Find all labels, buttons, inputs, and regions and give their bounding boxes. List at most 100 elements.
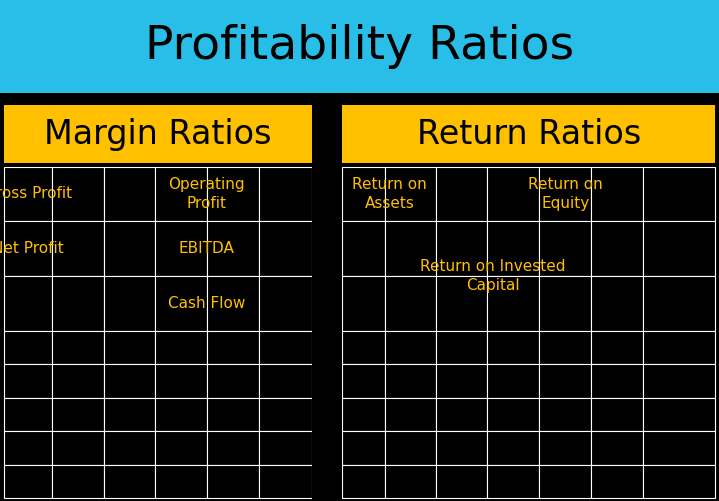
Bar (643, 276, 715, 331)
Bar (342, 431, 385, 465)
Bar (104, 331, 155, 364)
Bar (385, 331, 436, 364)
Bar (104, 431, 155, 465)
Bar (539, 331, 591, 364)
Bar (52, 331, 104, 364)
Bar (643, 398, 715, 431)
Bar (385, 166, 436, 221)
Bar (4, 465, 52, 498)
Bar (487, 465, 539, 498)
Bar (259, 276, 312, 331)
Bar (539, 431, 591, 465)
Text: Profitability Ratios: Profitability Ratios (145, 24, 574, 69)
Bar (436, 276, 487, 331)
Bar (487, 431, 539, 465)
Bar (487, 221, 539, 276)
Text: Return Ratios: Return Ratios (417, 118, 641, 150)
Bar (259, 331, 312, 364)
Bar (591, 166, 643, 221)
Bar (342, 364, 385, 398)
Bar (591, 276, 643, 331)
Text: Cash Flow: Cash Flow (168, 296, 245, 311)
Bar (104, 398, 155, 431)
Bar (155, 331, 207, 364)
Bar (591, 465, 643, 498)
Bar (4, 105, 312, 163)
Text: Operating
Profit: Operating Profit (168, 177, 245, 211)
Bar (385, 276, 436, 331)
Bar (4, 398, 52, 431)
Bar (539, 166, 591, 221)
Bar (643, 465, 715, 498)
Bar (52, 431, 104, 465)
Bar (487, 276, 539, 331)
Bar (4, 276, 52, 331)
Bar (52, 166, 104, 221)
Bar (4, 221, 52, 276)
Bar (155, 166, 207, 221)
Bar (342, 331, 385, 364)
Text: Margin Ratios: Margin Ratios (44, 118, 272, 150)
Bar (342, 166, 385, 221)
Bar (436, 221, 487, 276)
Bar (207, 398, 259, 431)
Bar (259, 166, 312, 221)
Text: Gross Profit: Gross Profit (0, 186, 72, 201)
Bar (4, 364, 52, 398)
Bar (0, 0, 719, 93)
Bar (207, 276, 259, 331)
Text: Profitability Ratios: Profitability Ratios (145, 24, 574, 69)
Bar (436, 166, 487, 221)
Bar (539, 465, 591, 498)
Bar (155, 398, 207, 431)
Bar (0, 0, 719, 93)
Bar (591, 398, 643, 431)
Bar (436, 465, 487, 498)
Bar (4, 166, 52, 221)
Bar (385, 431, 436, 465)
Bar (207, 221, 259, 276)
Bar (539, 398, 591, 431)
Bar (4, 431, 52, 465)
Bar (342, 105, 715, 163)
Bar (539, 364, 591, 398)
Bar (259, 465, 312, 498)
Bar (207, 166, 259, 221)
Bar (385, 398, 436, 431)
Bar (104, 465, 155, 498)
Text: EBITDA: EBITDA (179, 241, 234, 256)
Bar (539, 276, 591, 331)
Bar (591, 431, 643, 465)
Bar (487, 398, 539, 431)
Bar (52, 276, 104, 331)
Bar (643, 364, 715, 398)
Text: Return on
Assets: Return on Assets (352, 177, 426, 211)
Bar (104, 166, 155, 221)
Text: Return Ratios: Return Ratios (417, 118, 641, 150)
Bar (104, 364, 155, 398)
Bar (591, 221, 643, 276)
Bar (52, 465, 104, 498)
Bar (487, 364, 539, 398)
Bar (436, 431, 487, 465)
Bar (539, 221, 591, 276)
Bar (312, 0, 342, 501)
Bar (155, 431, 207, 465)
Bar (342, 221, 385, 276)
Bar (4, 331, 52, 364)
Bar (155, 221, 207, 276)
Bar (104, 276, 155, 331)
Text: Margin Ratios: Margin Ratios (44, 118, 272, 150)
Bar (487, 331, 539, 364)
Bar (342, 276, 385, 331)
Bar (487, 166, 539, 221)
Bar (4, 105, 312, 163)
Text: Return on
Equity: Return on Equity (528, 177, 603, 211)
Bar (436, 398, 487, 431)
Bar (155, 276, 207, 331)
Bar (591, 364, 643, 398)
Bar (643, 431, 715, 465)
Bar (207, 431, 259, 465)
Bar (52, 364, 104, 398)
Bar (259, 364, 312, 398)
